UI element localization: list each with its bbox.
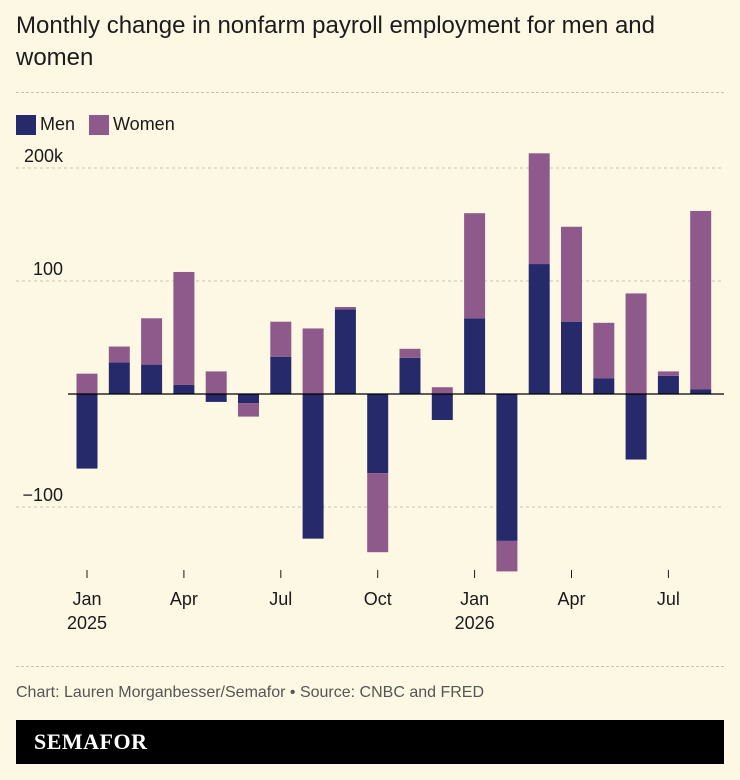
bar-men: [205, 394, 227, 402]
bar-men: [431, 394, 453, 420]
chart-plot-area: −100 100 200k Jan 2025 Apr Jul Oct Jan 2026 Apr Jul: [16, 146, 724, 633]
chart-source: Chart: Lauren Morganbesser/Semafor • Sou…: [16, 684, 485, 701]
bar-women: [657, 371, 679, 376]
bar-men: [141, 364, 163, 394]
bar-men: [657, 375, 679, 394]
bar-men: [173, 384, 195, 394]
x-tick-label: Apr: [557, 589, 585, 609]
y-tick-label: 100: [33, 259, 63, 279]
bar-women: [528, 153, 550, 265]
bar-men: [528, 264, 550, 394]
legend-item-men: Men: [16, 114, 75, 135]
bar-women: [270, 321, 292, 357]
bar-women: [431, 387, 453, 394]
bar-women: [690, 210, 712, 390]
x-tick-year-label: 2026: [455, 613, 495, 633]
bar-women: [334, 306, 356, 310]
chart-legend: Men Women: [16, 114, 189, 135]
bar-men: [270, 356, 292, 394]
y-tick-label: 200k: [24, 146, 64, 166]
header-divider: [16, 92, 724, 93]
bar-women: [108, 346, 130, 363]
bar-men: [108, 362, 130, 394]
x-tick-label: Jan: [72, 589, 101, 609]
legend-swatch-women: [89, 114, 110, 135]
x-tick-label: Jan: [460, 589, 489, 609]
x-tick-year-label: 2025: [67, 613, 107, 633]
x-tick-label: Apr: [170, 589, 198, 609]
semafor-logo: SEMAFOR: [34, 729, 148, 754]
legend-swatch-men: [16, 114, 36, 135]
bar-men: [302, 394, 324, 539]
bar-women: [561, 226, 582, 322]
bar-men: [238, 394, 259, 404]
legend-label-women: Women: [113, 114, 175, 134]
bar-women: [302, 328, 324, 394]
bar-men: [625, 394, 647, 460]
x-tick-label: Jul: [657, 589, 680, 609]
bar-men: [399, 357, 421, 394]
bar-women: [625, 293, 647, 394]
bar-women: [173, 271, 195, 385]
bar-women: [496, 540, 518, 572]
bar-men: [367, 394, 389, 474]
bar-women: [399, 348, 421, 358]
x-tick-label: Jul: [269, 589, 292, 609]
bar-women: [76, 373, 98, 394]
bar-women: [205, 371, 227, 394]
bar-women: [141, 318, 163, 365]
bar-men: [334, 309, 356, 394]
bar-men: [464, 318, 486, 394]
bar-women: [593, 322, 615, 379]
legend-label-men: Men: [40, 114, 76, 134]
bar-men: [561, 321, 582, 394]
bar-men: [593, 378, 615, 394]
legend-item-women: Women: [89, 114, 175, 135]
footer-divider: [16, 666, 724, 667]
bar-women: [238, 403, 259, 417]
chart-title: Monthly change in nonfarm payroll employ…: [16, 12, 655, 71]
bar-men: [76, 394, 98, 469]
y-tick-label: −100: [22, 485, 63, 505]
bar-men: [690, 389, 712, 394]
bar-men: [496, 394, 518, 541]
bar-women: [367, 473, 389, 553]
x-tick-label: Oct: [364, 589, 392, 609]
brand-footer: SEMAFOR: [16, 720, 724, 764]
bar-women: [464, 213, 486, 319]
